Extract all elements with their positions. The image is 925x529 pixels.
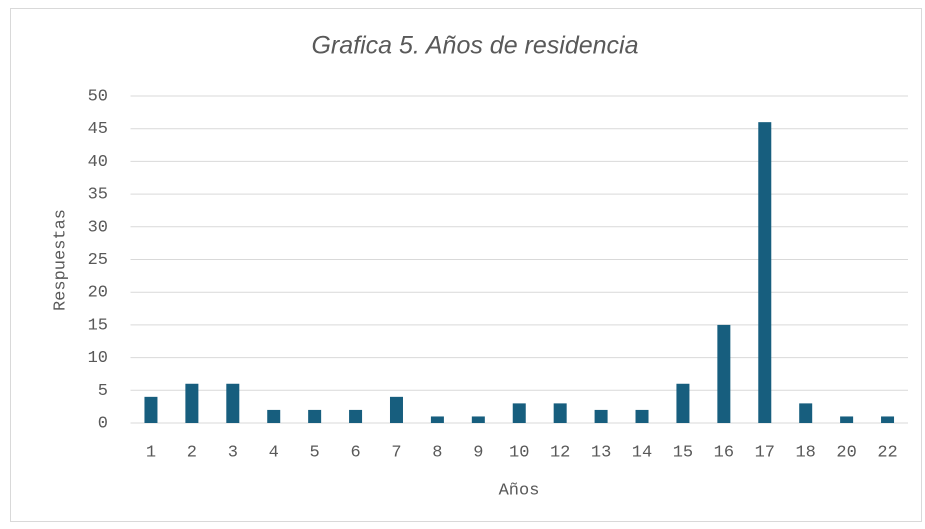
bar — [553, 403, 567, 423]
x-tick-label: 12 — [550, 443, 570, 462]
x-tick-label: 13 — [591, 443, 611, 462]
bar — [308, 409, 322, 423]
bar — [676, 383, 690, 423]
bar — [840, 416, 854, 423]
y-tick-label: 15 — [88, 316, 108, 335]
bar — [881, 416, 895, 423]
bar — [635, 409, 649, 423]
y-tick-label: 0 — [98, 414, 108, 433]
x-axis-title: Años — [499, 481, 540, 500]
y-tick-label: 35 — [88, 186, 108, 205]
x-tick-label: 1 — [146, 443, 156, 462]
x-tick-label: 18 — [795, 443, 815, 462]
bar — [144, 396, 158, 423]
x-tick-label: 9 — [473, 443, 483, 462]
x-tick-label: 5 — [310, 443, 320, 462]
x-tick-label: 6 — [350, 443, 360, 462]
bar — [512, 403, 526, 423]
bar — [717, 324, 731, 423]
y-tick-label: 20 — [88, 284, 108, 303]
bar — [267, 409, 281, 423]
x-tick-label: 14 — [632, 443, 652, 462]
y-tick-label: 40 — [88, 153, 108, 172]
x-tick-label: 16 — [714, 443, 734, 462]
y-tick-label: 10 — [88, 349, 108, 368]
y-tick-label: 45 — [88, 120, 108, 139]
x-tick-label: 20 — [836, 443, 856, 462]
y-tick-label: 25 — [88, 251, 108, 270]
bar — [799, 403, 813, 423]
y-axis-title: Respuestas — [51, 209, 70, 311]
y-tick-label: 5 — [98, 382, 108, 401]
bar — [430, 416, 444, 423]
x-tick-label: 8 — [432, 443, 442, 462]
y-tick-label: 30 — [88, 218, 108, 237]
chart-title: Grafica 5. Años de residencia — [311, 32, 638, 60]
bar — [389, 396, 403, 423]
x-tick-label: 3 — [228, 443, 238, 462]
x-tick-label: 15 — [673, 443, 693, 462]
x-tick-label: 10 — [509, 443, 529, 462]
bar — [471, 416, 485, 423]
x-tick-label: 22 — [877, 443, 897, 462]
bar — [594, 409, 608, 423]
bar — [226, 383, 240, 423]
bar — [349, 409, 363, 423]
x-tick-label: 7 — [391, 443, 401, 462]
x-tick-label: 2 — [187, 443, 197, 462]
y-tick-label: 50 — [88, 87, 108, 106]
x-tick-label: 17 — [755, 443, 775, 462]
bar — [758, 122, 772, 423]
x-tick-label: 4 — [269, 443, 279, 462]
bar — [185, 383, 199, 423]
